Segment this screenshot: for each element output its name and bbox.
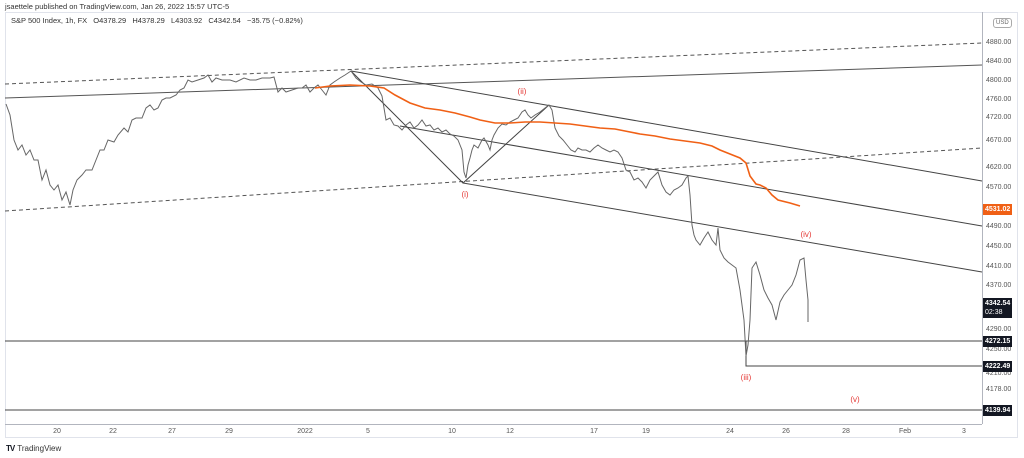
symbol-legend: S&P 500 Index, 1h, FX O4378.29 H4378.29 … — [11, 16, 307, 25]
x-tick: 26 — [782, 428, 790, 435]
x-tick: 10 — [448, 428, 456, 435]
x-tick: 19 — [642, 428, 650, 435]
rising-trendline — [4, 64, 983, 99]
y-tick: 4410.00 — [986, 263, 1012, 270]
wave-label-iii: (iii) — [740, 373, 752, 382]
x-tick: 22 — [109, 428, 117, 435]
moving-average-line — [314, 84, 801, 207]
ohlc-close: C4342.54 — [208, 16, 241, 25]
wave-label-i: (i) — [461, 190, 469, 199]
x-tick: 29 — [225, 428, 233, 435]
x-tick: 12 — [506, 428, 514, 435]
y-tick: 4570.00 — [986, 184, 1012, 191]
y-tick: 4620.00 — [986, 164, 1012, 171]
x-tick: 17 — [590, 428, 598, 435]
y-tick: 4670.00 — [986, 137, 1012, 144]
ma-price-tag: 4531.02 — [983, 204, 1013, 215]
y-tick: 4210.00 — [986, 370, 1012, 377]
ohlc-low: L4303.92 — [170, 16, 203, 25]
level-price-tag-1: 4272.15 — [983, 336, 1013, 347]
wave-label-ii: (ii) — [517, 87, 527, 96]
tradingview-logo-text: TradingView — [17, 444, 62, 453]
price-axis[interactable] — [982, 12, 1019, 424]
y-tick: 4490.00 — [986, 223, 1012, 230]
x-tick: Feb — [898, 428, 912, 435]
x-tick: 3 — [962, 428, 966, 435]
descending-channel-upper — [350, 70, 983, 182]
x-tick: 27 — [168, 428, 176, 435]
y-tick: 4760.00 — [986, 96, 1012, 103]
x-tick: 5 — [366, 428, 370, 435]
last-price-tag: 4342.54 02:38 — [983, 298, 1013, 318]
bar-countdown: 02:38 — [985, 309, 1003, 316]
descending-channel-middle — [399, 125, 983, 227]
y-tick: 4370.00 — [986, 282, 1012, 289]
y-tick: 4290.00 — [986, 326, 1012, 333]
x-tick: 20 — [53, 428, 61, 435]
level-price-tag-2: 4222.49 — [983, 361, 1013, 372]
wave-label-iv: (iv) — [800, 230, 812, 239]
y-tick: 4250.00 — [986, 346, 1012, 353]
tradingview-logo-icon: TV — [6, 444, 15, 453]
wave-zigzag — [350, 70, 550, 184]
y-tick: 4178.00 — [986, 386, 1012, 393]
x-tick: 2022 — [297, 428, 313, 435]
y-tick: 4840.00 — [986, 58, 1012, 65]
y-tick: 4720.00 — [986, 114, 1012, 121]
chart-frame — [5, 12, 1018, 438]
ohlc-open: O4378.29 — [93, 16, 127, 25]
y-tick: 4450.00 — [986, 243, 1012, 250]
upper-dashed-channel-line — [4, 42, 983, 85]
x-tick: 28 — [842, 428, 850, 435]
level-4222-line — [745, 341, 982, 367]
x-tick: 24 — [726, 428, 734, 435]
ohlc-high: H4378.29 — [132, 16, 165, 25]
lower-dashed-channel-line — [4, 147, 983, 212]
y-tick: 4880.00 — [986, 39, 1012, 46]
descending-channel-lower — [462, 182, 983, 273]
wave-label-v: (v) — [850, 395, 860, 404]
last-price-value: 4342.54 — [985, 300, 1011, 307]
time-axis-line — [5, 424, 982, 425]
tradingview-logo[interactable]: TV TradingView — [6, 444, 61, 453]
publisher-line: jsaettele published on TradingView.com, … — [5, 2, 230, 11]
level-price-tag-3: 4139.94 — [983, 405, 1013, 416]
symbol-name: S&P 500 Index, 1h, FX — [11, 16, 88, 25]
ohlc-change: −35.75 (−0.82%) — [246, 16, 303, 25]
y-tick: 4800.00 — [986, 77, 1012, 84]
currency-badge[interactable]: USD — [993, 18, 1012, 28]
price-series — [5, 70, 809, 357]
